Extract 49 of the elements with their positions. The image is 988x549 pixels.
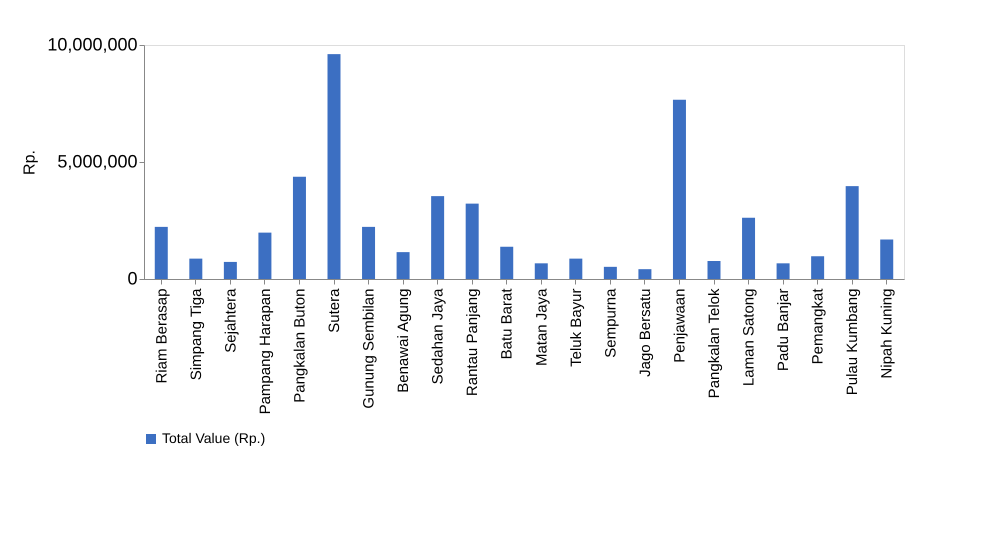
x-tick-label: Benawai Agung: [395, 288, 412, 393]
bar: [534, 263, 548, 279]
bar: [224, 262, 237, 279]
x-tick-label: Gunung Sembilan: [360, 288, 378, 409]
bar: [154, 226, 168, 279]
bar: [604, 266, 617, 279]
x-tick-label: Nipah Kuning: [878, 288, 896, 379]
bar: [569, 258, 582, 279]
x-tick-label: Laman Satong: [740, 288, 758, 386]
x-tick-label: Sejahtera: [222, 288, 240, 353]
y-tick-label: 5,000,000: [57, 152, 138, 172]
bar: [811, 256, 824, 279]
x-tick-label: Rantau Panjang: [464, 288, 482, 396]
bar: [362, 226, 376, 279]
bar: [292, 176, 306, 279]
x-tick-label: Pangkalan Telok: [706, 288, 723, 398]
x-tick-label: Jago Bersatu: [636, 288, 654, 377]
x-tick-label: Pemangkat: [810, 288, 827, 364]
bar: [672, 100, 686, 279]
bar: [638, 269, 652, 279]
x-tick-label: Sedahan Jaya: [430, 288, 447, 384]
y-tick-label: 0: [127, 268, 138, 288]
bar: [258, 232, 272, 279]
bar: [466, 204, 479, 279]
bar: [776, 263, 790, 279]
x-tick-label: Sempurna: [602, 288, 620, 358]
x-tick-label: Sutera: [326, 288, 343, 333]
x-tick-label: Penjawaan: [671, 288, 688, 363]
bar: [431, 196, 444, 279]
y-axis-title: Rp.: [21, 150, 38, 175]
legend-label: Total Value (Rp.): [162, 430, 266, 446]
x-tick-label: Batu Barat: [498, 288, 516, 360]
bar: [396, 252, 410, 279]
x-tick-label: Teluk Bayur: [568, 288, 585, 367]
x-tick-label: Pulau Kumbang: [844, 288, 862, 396]
x-tick-label: Riam Berasap: [153, 288, 170, 384]
bar: [500, 246, 514, 279]
bar: [708, 260, 720, 279]
bar: [880, 239, 894, 279]
x-tick-label: Simpang Tiga: [188, 288, 205, 380]
bar: [846, 186, 859, 279]
bar: [189, 258, 202, 279]
x-tick-label: Pangkalan Buton: [291, 288, 308, 403]
bar: [328, 54, 340, 279]
x-tick-label: Matan Jaya: [533, 288, 550, 366]
bar: [742, 218, 756, 279]
y-tick-label: 10,000,000: [47, 34, 138, 54]
x-tick-label: Pampang Harapan: [256, 288, 274, 414]
x-tick-label: Padu Banjar: [775, 288, 792, 372]
